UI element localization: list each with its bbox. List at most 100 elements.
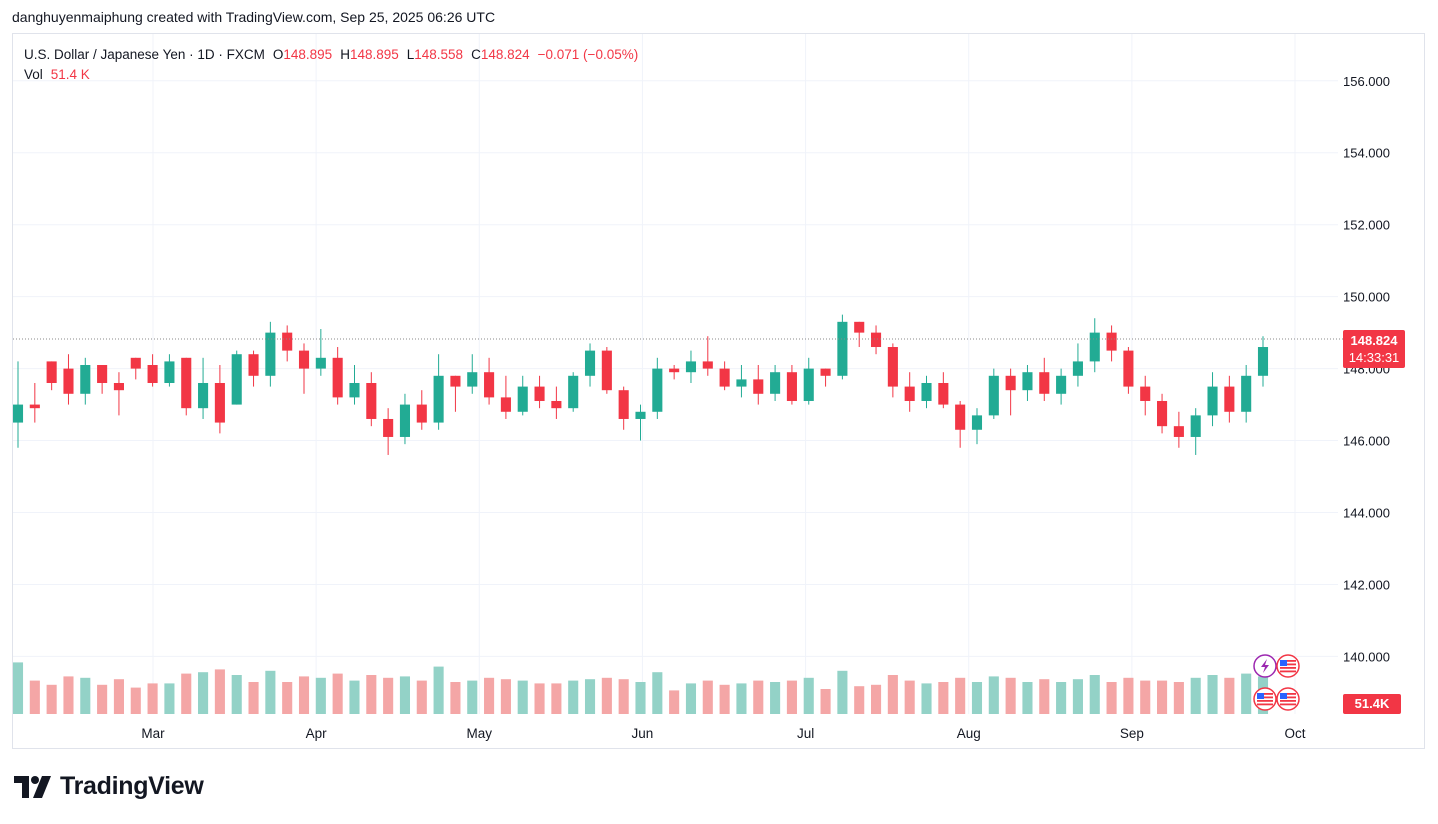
- candle-body: [63, 368, 74, 394]
- volume-label[interactable]: Vol: [24, 67, 43, 82]
- volume-bar: [1005, 677, 1016, 714]
- high-value: 148.895: [349, 47, 399, 62]
- candle-body: [315, 357, 326, 369]
- candle-body: [248, 354, 259, 376]
- candlestick-chart[interactable]: 156.000154.000152.000150.000148.000146.0…: [13, 34, 1424, 748]
- tradingview-logo[interactable]: TradingView: [14, 772, 204, 801]
- volume-bar: [685, 683, 697, 714]
- candle-body: [1257, 347, 1269, 376]
- candle-body: [921, 382, 932, 401]
- volume-bar: [130, 687, 141, 714]
- y-axis-tick-label: 156.000: [1343, 74, 1390, 89]
- candle-body: [467, 372, 478, 387]
- volume-bar: [921, 683, 932, 714]
- volume-bar: [753, 680, 764, 714]
- high-label: H: [340, 47, 350, 62]
- candle-body: [1072, 361, 1083, 376]
- candle-body: [837, 321, 848, 376]
- candle-body: [500, 397, 511, 412]
- volume-bar: [904, 680, 915, 714]
- candle-body: [568, 375, 579, 409]
- volume-value: 51.4 K: [50, 67, 90, 82]
- volume-bar: [1173, 682, 1184, 714]
- candle-body: [971, 415, 983, 430]
- volume-bar: [517, 680, 528, 714]
- candle-body: [450, 375, 461, 387]
- volume-bar: [887, 675, 898, 714]
- volume-bar: [97, 684, 108, 714]
- candle-body: [770, 372, 781, 394]
- tradingview-logo-icon: [14, 775, 51, 798]
- chart-panel[interactable]: 156.000 154.000 152.000 150.000 148.000 146.0…: [12, 33, 1425, 749]
- volume-bar: [13, 662, 24, 714]
- open-value: 148.895: [283, 47, 333, 62]
- y-axis-tick-label: 140.000: [1343, 649, 1390, 664]
- candle-body: [938, 382, 949, 405]
- volume-bar: [1072, 679, 1083, 714]
- y-axis-tick-label: 144.000: [1343, 506, 1390, 521]
- candle-body: [484, 372, 495, 398]
- y-axis-tick-label: 150.000: [1343, 290, 1390, 305]
- candle-body: [231, 354, 242, 405]
- candle-body: [298, 350, 310, 369]
- candle-body: [702, 361, 713, 369]
- volume-bar: [534, 683, 545, 714]
- last-price-tag: 148.824 14:33:31: [1343, 330, 1405, 368]
- volume-bar: [80, 677, 91, 714]
- candle-body: [1039, 372, 1050, 394]
- candle-body: [887, 347, 898, 387]
- candle-body: [870, 332, 882, 348]
- volume-bar: [568, 680, 579, 714]
- volume-bar: [433, 666, 444, 714]
- volume-bar: [46, 684, 57, 714]
- volume-bar: [786, 680, 797, 714]
- candle-body: [1140, 386, 1151, 401]
- volume-bar: [1140, 680, 1151, 714]
- candle-body: [1123, 350, 1134, 387]
- y-axis-tick-label: 154.000: [1343, 146, 1390, 161]
- chart-legend: U.S. Dollar / Japanese Yen · 1D · FXCM O…: [24, 45, 638, 85]
- us-flag-icon[interactable]: [1253, 687, 1277, 711]
- candle-body: [803, 368, 814, 401]
- us-flag-icon[interactable]: [1276, 687, 1300, 711]
- candle-body: [736, 379, 747, 387]
- x-axis-tick-label: Aug: [957, 726, 981, 741]
- volume-bar: [702, 680, 713, 714]
- volume-bar: [1207, 675, 1218, 714]
- candle-body: [13, 404, 24, 423]
- volume-bar: [601, 677, 612, 714]
- volume-bar: [820, 689, 831, 714]
- volume-bar: [1089, 675, 1100, 714]
- volume-bar: [618, 679, 629, 714]
- x-axis-tick-label: Oct: [1284, 726, 1305, 741]
- candle-body: [854, 321, 865, 333]
- x-axis-tick-label: Mar: [141, 726, 165, 741]
- candle-body: [349, 382, 360, 398]
- volume-bar: [315, 677, 326, 714]
- x-axis-tick-label: Sep: [1120, 726, 1144, 741]
- volume-bar: [971, 682, 983, 714]
- volume-row: Vol 51.4 K: [24, 65, 638, 85]
- candle-body: [669, 368, 680, 373]
- candle-body: [164, 361, 175, 383]
- volume-bar: [383, 677, 394, 714]
- candle-body: [265, 332, 276, 376]
- volume-bar: [366, 675, 377, 714]
- candle-body: [80, 365, 91, 394]
- us-flag-icon[interactable]: [1276, 654, 1300, 678]
- candle-body: [904, 386, 915, 401]
- volume-bar: [63, 676, 74, 714]
- volume-bar: [198, 672, 209, 714]
- close-label: C: [471, 47, 481, 62]
- volume-bar: [1157, 680, 1168, 714]
- volume-bar: [181, 673, 192, 714]
- bar-countdown: 14:33:31: [1348, 350, 1400, 365]
- volume-bar: [652, 672, 663, 714]
- candle-body: [685, 361, 697, 373]
- change-value: −0.071 (−0.05%): [537, 47, 639, 62]
- symbol-title[interactable]: U.S. Dollar / Japanese Yen · 1D · FXCM: [24, 47, 265, 62]
- lightning-icon[interactable]: [1253, 654, 1277, 678]
- candle-body: [1056, 375, 1067, 394]
- candle-body: [1089, 332, 1100, 362]
- volume-bar: [1241, 673, 1252, 714]
